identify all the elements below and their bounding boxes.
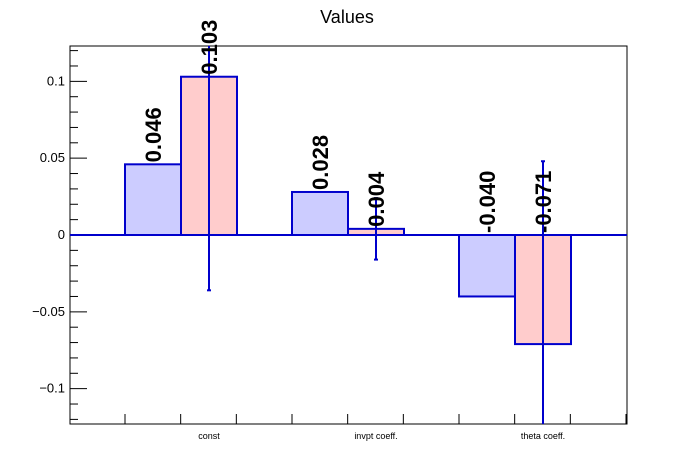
data-label: 0.004 bbox=[364, 171, 389, 227]
y-tick-label: 0 bbox=[58, 227, 65, 242]
chart-title: Values bbox=[320, 7, 374, 27]
x-category-label: theta coeff. bbox=[521, 431, 565, 441]
x-axis: const invpt coeff. theta coeff. bbox=[124, 414, 627, 441]
data-label: -0.040 bbox=[475, 171, 500, 233]
y-tick-label: −0.05 bbox=[32, 304, 65, 319]
bar bbox=[458, 234, 516, 298]
y-tick-label: −0.1 bbox=[39, 381, 65, 396]
bar bbox=[291, 190, 349, 237]
data-labels: 0.046 0.028 -0.040 0.103 0.004 -0.071 bbox=[141, 20, 556, 233]
error-bars bbox=[207, 46, 545, 424]
x-category-label: invpt coeff. bbox=[354, 431, 397, 441]
bars bbox=[124, 75, 572, 346]
x-category-label: const bbox=[198, 431, 220, 441]
data-label: -0.071 bbox=[531, 171, 556, 233]
data-label: 0.028 bbox=[308, 135, 333, 190]
y-tick-label: 0.05 bbox=[40, 150, 65, 165]
y-tick-label: 0.1 bbox=[47, 73, 65, 88]
data-label: 0.046 bbox=[141, 107, 166, 162]
data-label: 0.103 bbox=[197, 20, 222, 75]
bar bbox=[124, 163, 182, 237]
